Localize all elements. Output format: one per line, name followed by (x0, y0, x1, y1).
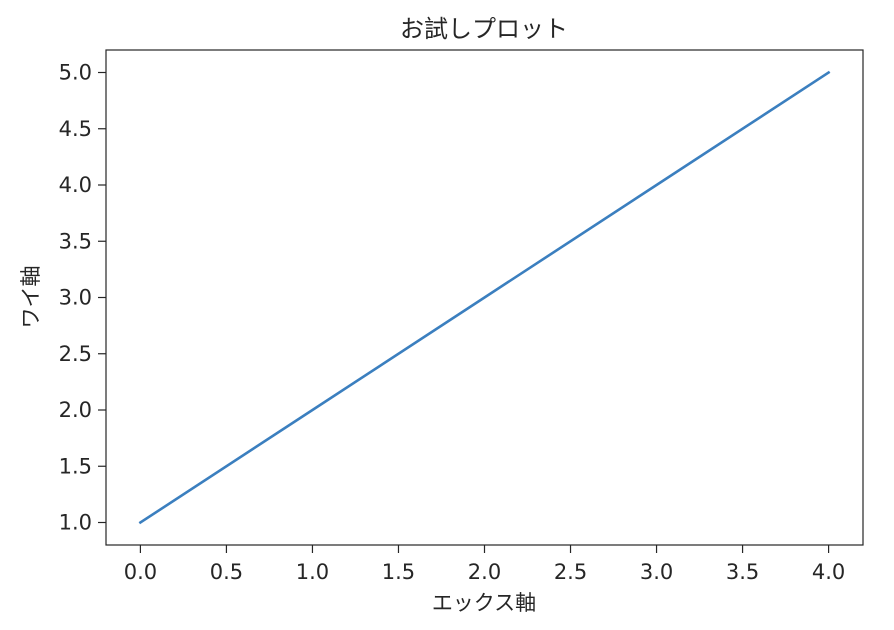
y-tick-label: 2.5 (59, 342, 92, 366)
x-tick-label: 2.0 (468, 560, 501, 584)
y-tick-label: 4.0 (59, 173, 92, 197)
y-tick-label: 5.0 (59, 61, 92, 85)
chart-title: お試しプロット (400, 15, 568, 43)
y-axis: 1.0 1.5 2.0 2.5 3.0 3.5 4.0 4.5 5.0 (59, 61, 106, 535)
y-tick-label: 2.0 (59, 398, 92, 422)
x-tick-label: 0.0 (124, 560, 157, 584)
y-tick-label: 1.5 (59, 454, 92, 478)
y-axis-label: ワイ軸 (19, 266, 43, 329)
y-tick-label: 3.5 (59, 229, 92, 253)
x-tick-label: 2.5 (554, 560, 587, 584)
y-tick-label: 1.0 (59, 511, 92, 535)
series-layer (138, 70, 831, 525)
series-line (138, 70, 831, 525)
x-tick-label: 3.0 (640, 560, 673, 584)
y-tick-label: 3.0 (59, 286, 92, 310)
x-tick-label: 4.0 (812, 560, 845, 584)
x-axis: 0.0 0.5 1.0 1.5 2.0 2.5 3.0 3.5 4.0 (124, 545, 845, 584)
x-axis-label: エックス軸 (432, 591, 536, 615)
x-tick-label: 0.5 (210, 560, 243, 584)
x-tick-label: 1.0 (296, 560, 329, 584)
x-tick-label: 3.5 (726, 560, 759, 584)
x-tick-label: 1.5 (382, 560, 415, 584)
y-tick-label: 4.5 (59, 117, 92, 141)
